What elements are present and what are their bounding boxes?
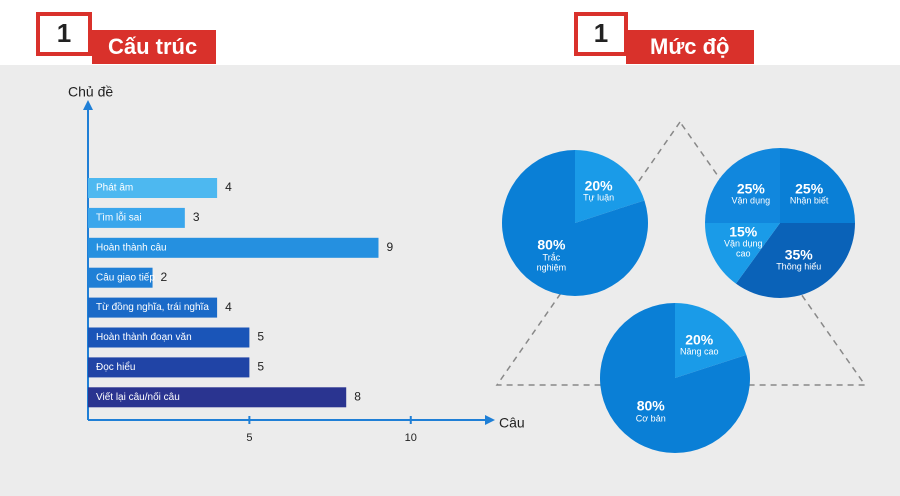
slice-label: 80% Trắc nghiệm [529,236,573,273]
value-label: 8 [354,389,361,403]
slice-name: Nhận biết [789,195,829,206]
slice-value: 35% [784,246,813,263]
bar-label: Hoàn thành câu [96,242,167,253]
slice-label: 15% Vận dụng cao [721,223,765,259]
pie-slice [675,303,747,378]
slice-name: Thông hiểu [776,261,822,272]
pie-slice [502,150,648,296]
bar [88,178,218,198]
slice-name: Nâng cao [679,346,719,357]
slice-value: 80% [537,236,566,253]
bar [88,267,153,288]
bar [88,297,218,318]
value-label: 4 [225,300,232,314]
bar [88,357,250,378]
bar [88,327,250,348]
pie-slice [600,303,750,453]
axis-arrow [485,415,495,425]
value-label: 9 [386,240,393,254]
slice-label: 25% Nhận biết [777,180,841,206]
x-axis-label: Câu [499,415,525,431]
header-band [92,30,216,64]
bar-label: Hoàn thành đoạn văn [96,332,192,343]
value-label: 5 [257,360,264,374]
bar-label: Đọc hiểu [96,361,135,373]
slice-label: 20% Nâng cao [667,330,731,357]
badge-number: 1 [57,18,71,48]
badge [36,12,92,56]
slice-name: Tự luận [583,192,615,203]
bar [88,207,185,228]
slice-value: 20% [685,330,714,347]
slice-value: 20% [584,176,613,193]
value-label: 3 [193,210,200,224]
pie-slice [575,150,645,223]
pie-slice [735,223,855,299]
slice-label: 25% Vận dụng [719,180,783,206]
slice-value: 80% [636,397,665,414]
slice-label: 80% Cơ bản [619,397,683,424]
slice-value: 15% [729,223,758,240]
slice-name: Cơ bản [635,413,666,424]
slice-name: Trắc nghiệm [536,252,567,273]
slice-name: Vận dụng cao [723,238,763,259]
bar-label: Phát âm [96,183,133,194]
badge-number: 1 [594,18,608,48]
slice-value: 25% [736,180,765,197]
header-band [626,30,754,64]
pie-slice [705,148,780,223]
bar [88,237,379,258]
slice-label: 20% Tự luận [567,176,631,203]
slice-label: 35% Thông hiểu [767,246,831,272]
value-label: 2 [161,270,168,284]
x-tick-label: 5 [246,432,252,444]
value-label: 5 [257,330,264,344]
section-title: Cấu trúc [108,34,197,59]
y-axis-label: Chủ đề [68,84,113,100]
slice-value: 25% [795,180,824,197]
axis-arrow [83,100,93,110]
bar-label: Từ đồng nghĩa, trái nghĩa [96,301,209,313]
bar-label: Tìm lỗi sai [96,211,142,224]
bar-label: Câu giao tiếp [96,271,155,283]
badge [574,12,628,56]
bar [88,387,347,408]
slice-name: Vận dụng [731,195,771,206]
bar-label: Viết lại câu/nối câu [96,391,180,403]
pie-slice [705,223,780,284]
pie-slice [780,148,855,223]
x-tick-label: 10 [405,432,417,444]
value-label: 4 [225,180,232,194]
section-title: Mức độ [650,34,729,59]
